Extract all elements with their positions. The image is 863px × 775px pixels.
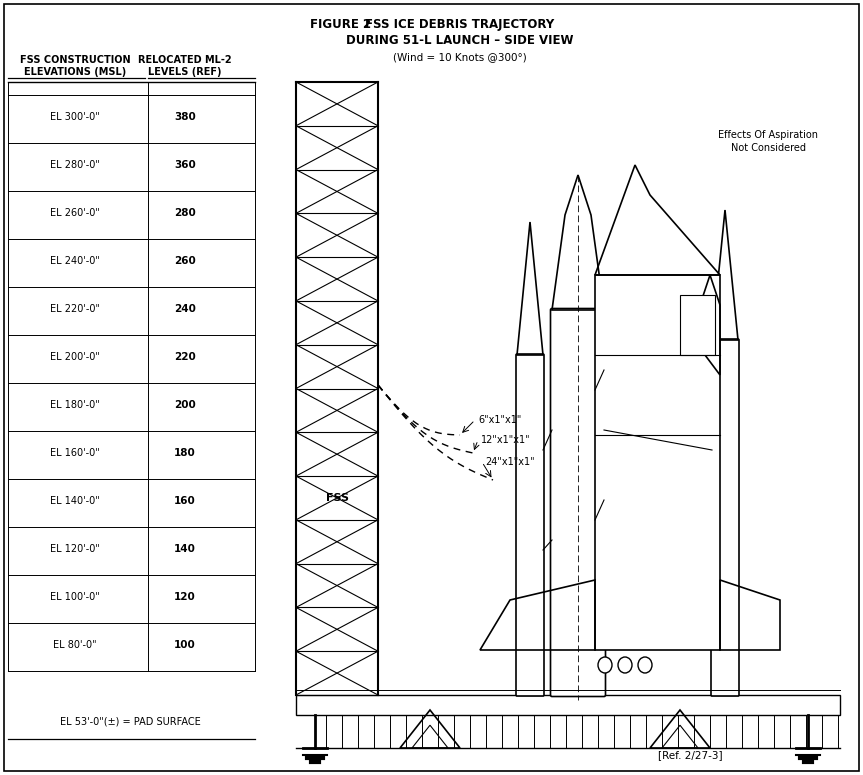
Text: (Wind = 10 Knots @300°): (Wind = 10 Knots @300°) [394, 52, 527, 62]
Text: [Ref. 2/27-3]: [Ref. 2/27-3] [658, 750, 722, 760]
Text: EL 140'-0": EL 140'-0" [50, 496, 100, 506]
Ellipse shape [638, 657, 652, 673]
Text: EL 300'-0": EL 300'-0" [50, 112, 100, 122]
Text: EL 240'-0": EL 240'-0" [50, 256, 100, 266]
Text: 280: 280 [174, 208, 196, 218]
FancyBboxPatch shape [516, 354, 544, 696]
Text: 360: 360 [174, 160, 196, 170]
Text: Effects Of Aspiration: Effects Of Aspiration [718, 130, 818, 140]
Text: EL 120'-0": EL 120'-0" [50, 544, 100, 554]
Text: 12"x1"x1": 12"x1"x1" [481, 435, 531, 445]
Text: EL 80'-0": EL 80'-0" [54, 640, 97, 650]
Text: 160: 160 [174, 496, 196, 506]
Text: 100: 100 [174, 640, 196, 650]
Text: DURING 51-L LAUNCH – SIDE VIEW: DURING 51-L LAUNCH – SIDE VIEW [346, 34, 574, 47]
Text: EL 200'-0": EL 200'-0" [50, 352, 100, 362]
Bar [595, 275, 720, 650]
Bar [296, 695, 840, 715]
Text: 200: 200 [174, 400, 196, 410]
Text: Not Considered: Not Considered [730, 143, 805, 153]
Text: EL 260'-0": EL 260'-0" [50, 208, 100, 218]
Text: EL 220'-0": EL 220'-0" [50, 304, 100, 314]
FancyBboxPatch shape [711, 339, 739, 696]
Text: EL 100'-0": EL 100'-0" [50, 592, 100, 602]
Text: 260: 260 [174, 256, 196, 266]
Text: FIGURE 2: FIGURE 2 [310, 18, 371, 31]
Text: ELEVATIONS (MSL): ELEVATIONS (MSL) [24, 67, 126, 77]
Text: 220: 220 [174, 352, 196, 362]
Text: 24"x1"x1": 24"x1"x1" [485, 457, 534, 467]
Text: FSS ICE DEBRIS TRAJECTORY: FSS ICE DEBRIS TRAJECTORY [365, 18, 555, 31]
Text: 140: 140 [174, 544, 196, 554]
Ellipse shape [618, 657, 632, 673]
Text: EL 180'-0": EL 180'-0" [50, 400, 100, 410]
Text: RELOCATED ML-2: RELOCATED ML-2 [138, 55, 232, 65]
Text: 120: 120 [174, 592, 196, 602]
FancyBboxPatch shape [551, 308, 606, 697]
Text: FSS CONSTRUCTION: FSS CONSTRUCTION [20, 55, 130, 65]
Text: 6"x1"x1": 6"x1"x1" [478, 415, 521, 425]
Text: EL 160'-0": EL 160'-0" [50, 448, 100, 458]
Text: FSS: FSS [325, 493, 349, 503]
Text: EL 53'-0"(±) = PAD SURFACE: EL 53'-0"(±) = PAD SURFACE [60, 716, 200, 726]
Text: 380: 380 [174, 112, 196, 122]
Text: 240: 240 [174, 304, 196, 314]
Text: 180: 180 [174, 448, 196, 458]
Text: EL 280'-0": EL 280'-0" [50, 160, 100, 170]
Bar [680, 295, 715, 355]
Text: LEVELS (REF): LEVELS (REF) [148, 67, 222, 77]
Ellipse shape [598, 657, 612, 673]
